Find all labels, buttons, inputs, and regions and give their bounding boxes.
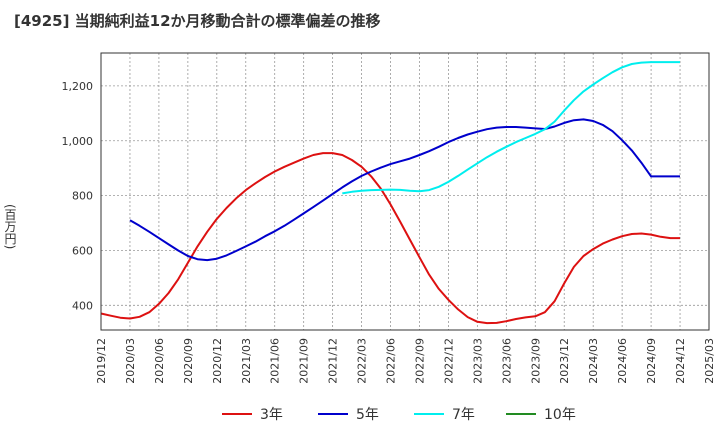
legend-label-7y: 7年	[452, 407, 475, 423]
legend-item-10y: 10年	[506, 404, 576, 424]
y-axis-label: (百万円)	[3, 204, 17, 250]
series-line-3年	[100, 152, 680, 325]
legend-swatch-10y	[506, 413, 536, 415]
chart-title: [4925] 当期純利益12か月移動合計の標準偏差の推移	[14, 12, 381, 30]
y-tick-label: 600	[72, 244, 93, 257]
y-tick-label: 1,000	[62, 135, 94, 148]
x-tick-label: 2022/03	[356, 338, 369, 384]
x-tick-label: 2019/12	[95, 338, 108, 384]
plot-frame	[100, 52, 710, 331]
x-tick-label: 2021/09	[298, 338, 311, 384]
x-tick-label: 2024/06	[616, 338, 629, 384]
x-tick-label: 2023/03	[471, 338, 484, 384]
x-tick-label: 2021/06	[269, 338, 282, 384]
x-tick-label: 2020/12	[211, 338, 224, 384]
y-tick-label: 400	[72, 299, 93, 312]
series-line-5年	[129, 118, 680, 262]
x-tick-label: 2023/06	[500, 338, 513, 384]
x-tick-label: 2024/12	[674, 338, 687, 384]
x-tick-label: 2021/12	[327, 338, 340, 384]
legend-swatch-3y	[222, 413, 252, 415]
legend-label-5y: 5年	[356, 407, 379, 423]
legend-item-3y: 3年	[222, 404, 283, 424]
legend-swatch-5y	[318, 413, 348, 415]
legend-item-5y: 5年	[318, 404, 379, 424]
axis-layer: 2019/12 2020/03 2020/06 2020/09 2020/12 2021/…	[62, 80, 717, 384]
legend-item-7y: 7年	[414, 404, 475, 424]
series-line-7年	[342, 61, 680, 195]
x-tick-label: 2020/09	[182, 338, 195, 384]
legend-label-10y: 10年	[544, 407, 576, 423]
x-tick-label: 2020/03	[124, 338, 137, 384]
x-tick-label: 2024/03	[587, 338, 600, 384]
x-tick-label: 2020/06	[153, 338, 166, 384]
legend: 3年 5年 7年 10年	[0, 404, 720, 424]
x-tick-label: 2022/06	[385, 338, 398, 384]
legend-swatch-7y	[414, 413, 444, 415]
x-tick-label: 2025/03	[703, 338, 716, 384]
legend-label-3y: 3年	[260, 407, 283, 423]
x-tick-label: 2021/03	[240, 338, 253, 384]
series-layer	[100, 61, 680, 325]
x-tick-label: 2023/09	[529, 338, 542, 384]
grid-layer	[101, 53, 709, 330]
x-tick-label: 2022/12	[442, 338, 455, 384]
x-tick-label: 2024/09	[645, 338, 658, 384]
x-tick-label: 2023/12	[558, 338, 571, 384]
y-tick-label: 1,200	[62, 80, 94, 93]
y-tick-label: 800	[72, 190, 93, 203]
x-tick-label: 2022/09	[413, 338, 426, 384]
